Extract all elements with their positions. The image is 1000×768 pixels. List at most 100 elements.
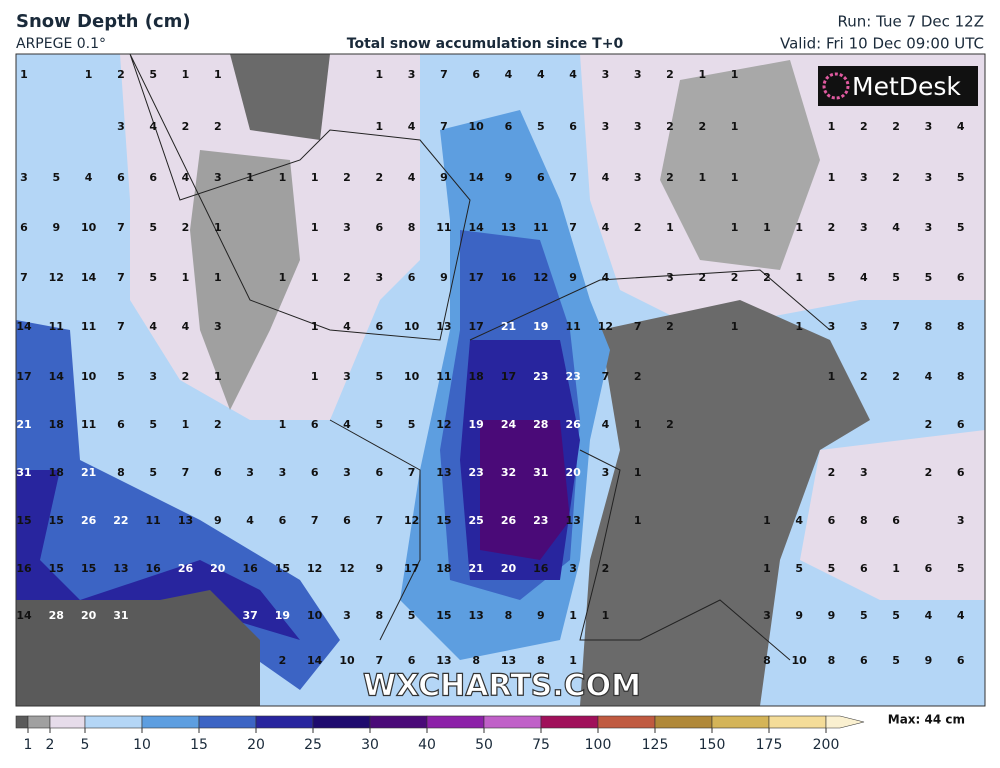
grid-value: 13 (565, 514, 580, 527)
grid-value: 1 (311, 171, 319, 184)
grid-value: 7 (408, 466, 416, 479)
grid-value: 4 (957, 120, 965, 133)
grid-value: 3 (246, 466, 254, 479)
grid-value: 3 (828, 320, 836, 333)
grid-value: 5 (537, 120, 545, 133)
grid-value: 12 (307, 562, 322, 575)
grid-value: 6 (20, 221, 28, 234)
grid-value: 1 (214, 271, 222, 284)
run: Run: Tue 7 Dec 12Z (838, 13, 984, 31)
legend-tick-label: 75 (532, 737, 550, 753)
grid-value: 1 (763, 221, 771, 234)
grid-value: 3 (602, 68, 610, 81)
grid-value: 9 (795, 609, 803, 622)
grid-value: 2 (698, 271, 706, 284)
grid-value: 13 (113, 562, 128, 575)
grid-value: 2 (892, 120, 900, 133)
grid-value: 3 (634, 171, 642, 184)
legend-tick-label: 30 (361, 737, 379, 753)
grid-value: 2 (666, 418, 674, 431)
grid-value: 1 (311, 320, 319, 333)
legend-swatch (84, 715, 143, 729)
legend-tick-label: 15 (190, 737, 208, 753)
grid-value: 6 (311, 418, 319, 431)
title: Snow Depth (cm) (16, 11, 191, 32)
grid-value: 13 (501, 221, 516, 234)
legend-tick-label: 20 (247, 737, 265, 753)
grid-value: 2 (214, 418, 222, 431)
grid-value: 23 (533, 514, 548, 527)
grid-value: 8 (763, 654, 771, 667)
grid-value: 2 (860, 370, 868, 383)
legend-swatch (27, 715, 51, 729)
grid-value: 6 (957, 654, 965, 667)
grid-value: 13 (469, 609, 484, 622)
grid-value: 20 (210, 562, 226, 575)
grid-value: 1 (634, 466, 642, 479)
grid-value: 7 (182, 466, 190, 479)
grid-value: 31 (533, 466, 548, 479)
map-frame (15, 53, 986, 707)
grid-value: 4 (892, 221, 900, 234)
legend-tick-label: 25 (304, 737, 322, 753)
grid-value: 26 (565, 418, 581, 431)
grid-value: 1 (182, 68, 190, 81)
grid-value: 5 (860, 609, 868, 622)
grid-value: 6 (279, 514, 287, 527)
grid-value: 4 (343, 418, 351, 431)
grid-value: 11 (436, 370, 451, 383)
grid-value: 15 (49, 514, 64, 527)
grid-value: 1 (214, 370, 222, 383)
grid-value: 6 (472, 68, 480, 81)
grid-value: 7 (892, 320, 900, 333)
grid-value: 17 (501, 370, 516, 383)
grid-value: 21 (501, 320, 516, 333)
grid-value: 11 (49, 320, 64, 333)
grid-value: 28 (49, 609, 64, 622)
grid-value: 25 (469, 514, 484, 527)
grid-value: 22 (113, 514, 128, 527)
grid-value: 14 (81, 271, 97, 284)
grid-value: 3 (149, 370, 157, 383)
grid-value: 3 (602, 120, 610, 133)
grid-value: 1 (763, 514, 771, 527)
grid-value: 6 (957, 271, 965, 284)
grid-value: 11 (565, 320, 580, 333)
grid-value: 8 (925, 320, 933, 333)
grid-value: 2 (666, 68, 674, 81)
legend-tick-label: 100 (585, 737, 612, 753)
grid-value: 9 (375, 562, 383, 575)
grid-value: 2 (666, 320, 674, 333)
grid-value: 1 (666, 221, 674, 234)
grid-value: 15 (49, 562, 64, 575)
grid-value: 2 (343, 271, 351, 284)
grid-value: 13 (178, 514, 193, 527)
grid-value: 3 (20, 171, 28, 184)
grid-value: 4 (602, 221, 610, 234)
grid-value: 18 (49, 466, 64, 479)
grid-value: 3 (634, 68, 642, 81)
grid-value: 5 (52, 171, 60, 184)
grid-value: 1 (795, 320, 803, 333)
grid-value: 3 (117, 120, 125, 133)
grid-value: 24 (501, 418, 517, 431)
grid-value: 7 (117, 271, 125, 284)
legend-tick-label: 2 (46, 737, 55, 753)
grid-value: 7 (375, 514, 383, 527)
grid-value: 6 (957, 466, 965, 479)
grid-value: 5 (408, 418, 416, 431)
grid-value: 6 (957, 418, 965, 431)
grid-value: 9 (828, 609, 836, 622)
grid-value: 5 (957, 171, 965, 184)
grid-value: 12 (49, 271, 64, 284)
grid-value: 10 (404, 370, 420, 383)
grid-value: 1 (214, 68, 222, 81)
grid-value: 2 (925, 466, 933, 479)
grid-value: 3 (666, 271, 674, 284)
grid-value: 3 (860, 171, 868, 184)
legend-tick-label: 150 (699, 737, 726, 753)
grid-value: 7 (311, 514, 319, 527)
grid-value: 4 (602, 271, 610, 284)
grid-value: 1 (763, 562, 771, 575)
grid-value: 4 (795, 514, 803, 527)
